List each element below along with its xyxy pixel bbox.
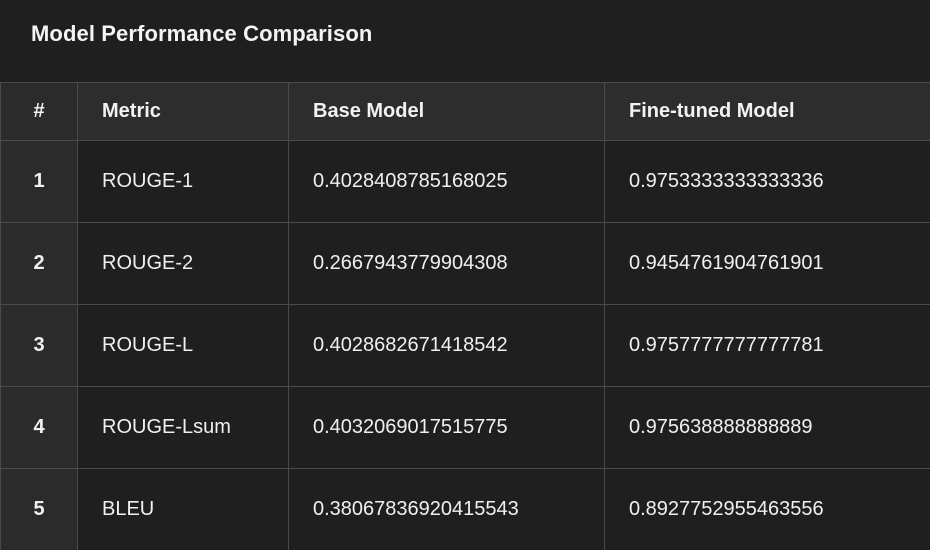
table-row: 3 ROUGE-L 0.4028682671418542 0.975777777… bbox=[0, 304, 930, 387]
metrics-table: # Metric Base Model Fine-tuned Model 1 R… bbox=[0, 82, 930, 550]
base-model-value: 0.38067836920415543 bbox=[288, 468, 605, 550]
finetuned-model-value: 0.8927752955463556 bbox=[604, 468, 930, 550]
base-model-value: 0.4032069017515775 bbox=[288, 386, 605, 469]
column-header-metric[interactable]: Metric bbox=[77, 82, 289, 141]
title-bar: Model Performance Comparison bbox=[0, 0, 930, 82]
metric-name: ROUGE-2 bbox=[77, 222, 289, 305]
metric-name: ROUGE-L bbox=[77, 304, 289, 387]
page-title: Model Performance Comparison bbox=[31, 21, 373, 46]
row-index: 2 bbox=[0, 222, 78, 305]
finetuned-model-value: 0.975638888888889 bbox=[604, 386, 930, 469]
table-body: 1 ROUGE-1 0.4028408785168025 0.975333333… bbox=[0, 140, 930, 550]
row-index: 4 bbox=[0, 386, 78, 469]
table-header: # Metric Base Model Fine-tuned Model bbox=[0, 82, 930, 141]
metric-name: ROUGE-Lsum bbox=[77, 386, 289, 469]
metric-name: BLEU bbox=[77, 468, 289, 550]
finetuned-model-value: 0.9454761904761901 bbox=[604, 222, 930, 305]
finetuned-model-value: 0.9753333333333336 bbox=[604, 140, 930, 223]
row-index: 1 bbox=[0, 140, 78, 223]
table-row: 1 ROUGE-1 0.4028408785168025 0.975333333… bbox=[0, 140, 930, 223]
finetuned-model-value: 0.9757777777777781 bbox=[604, 304, 930, 387]
column-header-finetuned-model[interactable]: Fine-tuned Model bbox=[604, 82, 930, 141]
metric-name: ROUGE-1 bbox=[77, 140, 289, 223]
table-row: 5 BLEU 0.38067836920415543 0.89277529554… bbox=[0, 468, 930, 550]
table-row: 2 ROUGE-2 0.2667943779904308 0.945476190… bbox=[0, 222, 930, 305]
row-index: 5 bbox=[0, 468, 78, 550]
base-model-value: 0.4028408785168025 bbox=[288, 140, 605, 223]
column-header-index[interactable]: # bbox=[0, 82, 78, 141]
column-header-base-model[interactable]: Base Model bbox=[288, 82, 605, 141]
base-model-value: 0.4028682671418542 bbox=[288, 304, 605, 387]
table-row: 4 ROUGE-Lsum 0.4032069017515775 0.975638… bbox=[0, 386, 930, 469]
row-index: 3 bbox=[0, 304, 78, 387]
header-row: # Metric Base Model Fine-tuned Model bbox=[0, 82, 930, 141]
base-model-value: 0.2667943779904308 bbox=[288, 222, 605, 305]
